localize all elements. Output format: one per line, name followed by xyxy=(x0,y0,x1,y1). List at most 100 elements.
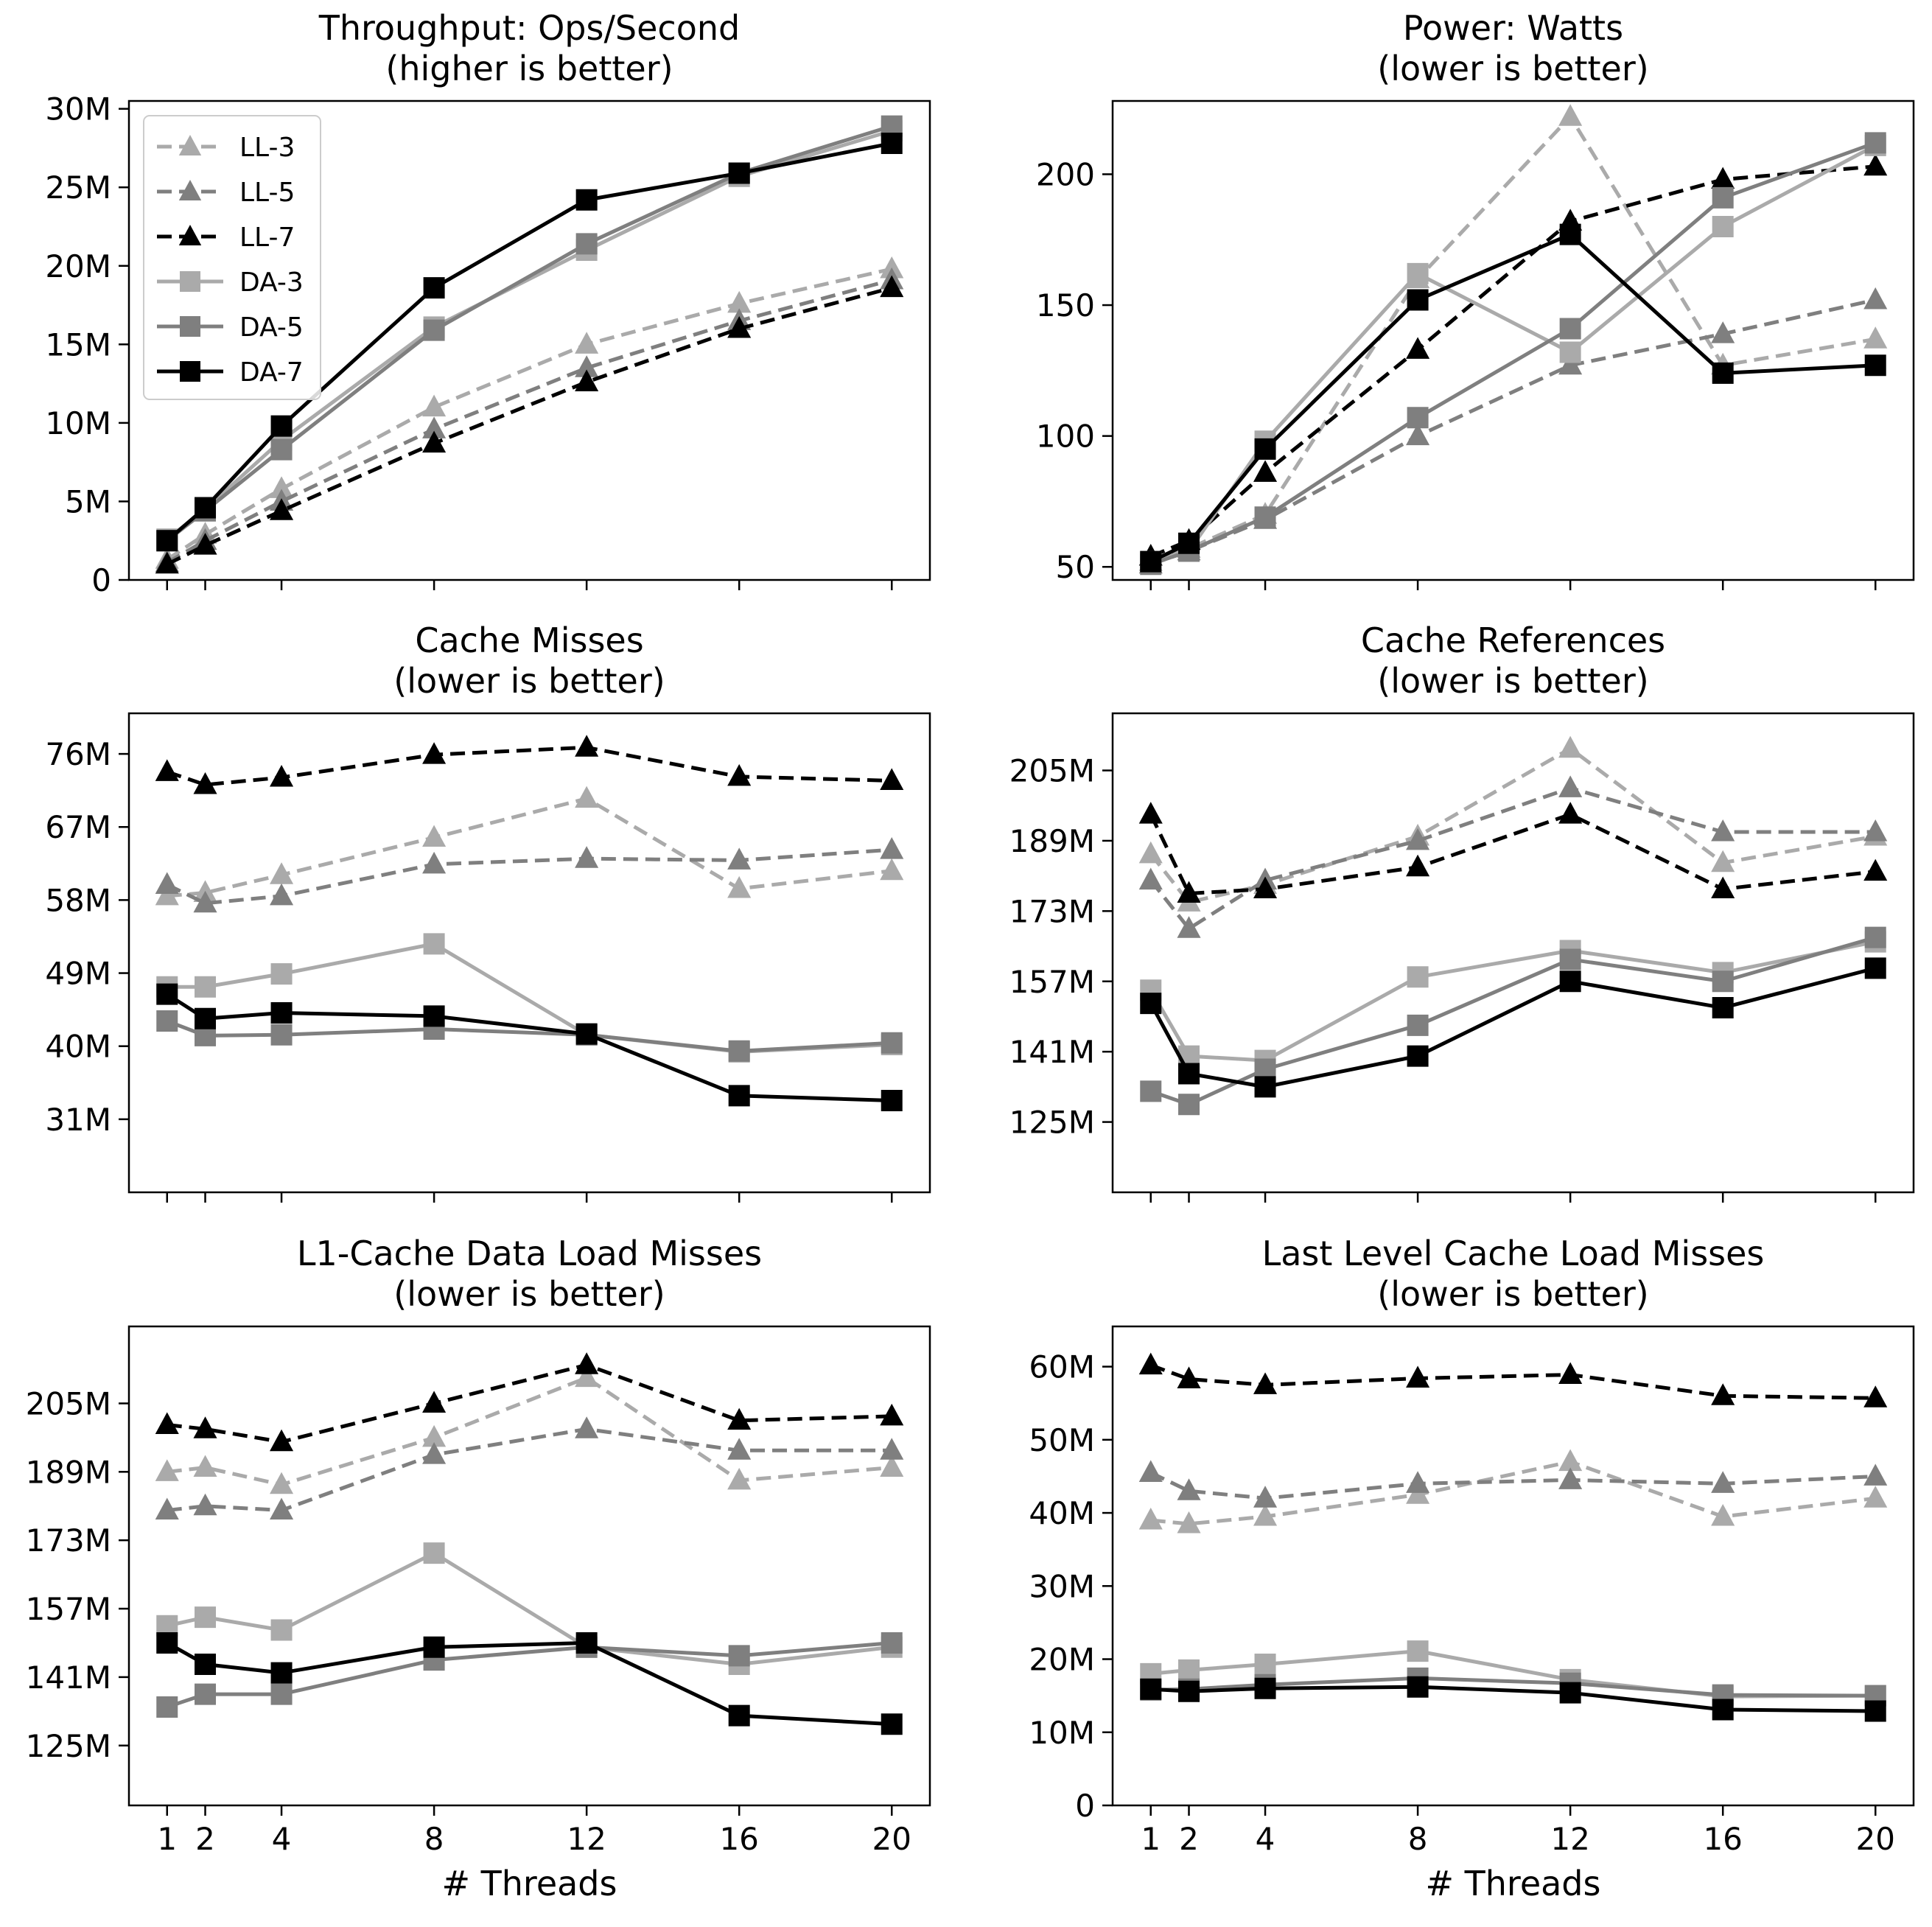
series-line-da-5 xyxy=(1149,141,1877,567)
x-tick-label: 20 xyxy=(872,1821,911,1857)
data-point-ll-7 xyxy=(1711,1383,1735,1405)
x-tick-label: 16 xyxy=(719,1821,758,1857)
y-tick-label: 5M xyxy=(65,483,111,520)
data-point-da-7 xyxy=(728,162,750,184)
data-point-ll-3 xyxy=(1406,1482,1430,1504)
y-tick-label: 67M xyxy=(45,809,111,845)
data-point-da-5 xyxy=(1407,407,1429,429)
data-point-ll-7 xyxy=(155,551,179,574)
series-line-ll-5 xyxy=(1149,1471,1876,1500)
plot-frame xyxy=(127,99,931,581)
data-point-ll-3 xyxy=(1863,1486,1888,1508)
data-point-ll-7 xyxy=(193,772,217,794)
data-point-da-7 xyxy=(881,1713,903,1735)
chart-subtitle: (lower is better) xyxy=(1377,1274,1648,1314)
data-point-ll-3 xyxy=(1138,841,1163,864)
data-point-ll-3 xyxy=(727,875,752,898)
chart-panel-throughput: Throughput: Ops/Second(higher is better)… xyxy=(45,8,931,598)
data-point-ll-7 xyxy=(880,1403,904,1426)
data-point-ll-3 xyxy=(880,1455,904,1477)
data-point-ll-7 xyxy=(193,1416,217,1438)
legend-label-da-5: DA-5 xyxy=(239,312,304,343)
x-tick-label: 1 xyxy=(157,1821,177,1857)
y-tick-label: 157M xyxy=(1009,964,1095,1000)
data-point-da-3 xyxy=(1712,215,1734,237)
legend-label-ll-7: LL-7 xyxy=(239,223,295,253)
series-line-ll-7 xyxy=(167,1363,892,1444)
data-point-ll-3 xyxy=(422,394,447,417)
data-point-ll-3 xyxy=(1558,735,1583,758)
chart-title: Last Level Cache Load Misses xyxy=(1262,1234,1765,1273)
legend-label-ll-5: LL-5 xyxy=(239,178,295,208)
plot-frame xyxy=(1111,1325,1915,1807)
data-point-ll-7 xyxy=(1253,876,1278,899)
data-point-ll-3 xyxy=(1863,326,1888,349)
series-line-da-3 xyxy=(167,1551,892,1666)
data-point-da-7 xyxy=(1712,362,1734,384)
chart-title: Cache References xyxy=(1361,620,1665,660)
x-tick-label: 8 xyxy=(1408,1821,1428,1857)
y-tick-label: 0 xyxy=(91,562,111,598)
data-point-da-5 xyxy=(270,438,293,461)
data-point-ll-7 xyxy=(1863,858,1888,881)
data-point-da-5 xyxy=(1712,186,1734,209)
x-tick-label: 2 xyxy=(195,1821,215,1857)
chart-subtitle: (lower is better) xyxy=(1377,49,1648,88)
data-point-da-7 xyxy=(1864,957,1886,979)
chart-title: Cache Misses xyxy=(415,620,643,660)
data-point-ll-7 xyxy=(155,1412,179,1434)
series-line-ll-5 xyxy=(1149,786,1876,931)
plot-frame xyxy=(127,712,931,1194)
plot-frame xyxy=(1111,712,1915,1194)
data-point-da-7 xyxy=(1140,993,1162,1015)
y-tick-label: 205M xyxy=(26,1385,111,1421)
x-tick-label: 8 xyxy=(424,1821,444,1857)
data-point-ll-5 xyxy=(1558,1467,1583,1489)
data-point-da-7 xyxy=(1559,223,1581,245)
data-point-da-7 xyxy=(156,530,178,552)
y-tick-label: 15M xyxy=(45,326,111,363)
data-point-da-5 xyxy=(1712,971,1734,993)
plot-frame xyxy=(1111,99,1915,581)
data-point-ll-7 xyxy=(1406,1365,1430,1388)
data-point-ll-7 xyxy=(422,430,447,453)
data-point-da-7 xyxy=(728,1085,750,1107)
data-point-da-3 xyxy=(195,1606,217,1629)
x-axis-label: # Threads xyxy=(442,1864,617,1903)
data-point-ll-3 xyxy=(1138,1507,1163,1530)
data-point-ll-5 xyxy=(422,1442,447,1464)
data-point-da-7 xyxy=(881,1090,903,1112)
data-point-ll-5 xyxy=(1863,819,1888,842)
data-point-da-5 xyxy=(728,1645,750,1667)
data-point-ll-5 xyxy=(727,1438,752,1460)
data-point-ll-5 xyxy=(727,847,752,870)
data-point-ll-5 xyxy=(1863,1463,1888,1486)
series-line-da-3 xyxy=(1149,940,1876,1063)
data-point-ll-5 xyxy=(422,851,447,874)
y-tick-label: 76M xyxy=(45,736,111,772)
data-point-ll-7 xyxy=(880,768,904,790)
y-tick-label: 0 xyxy=(1075,1788,1095,1824)
x-tick-label: 16 xyxy=(1703,1821,1742,1857)
data-point-da-3 xyxy=(1559,341,1581,363)
data-point-ll-7 xyxy=(1406,854,1430,877)
data-point-da-5 xyxy=(270,1683,293,1705)
chart-title: Power: Watts xyxy=(1403,8,1623,48)
y-tick-label: 189M xyxy=(26,1454,111,1490)
data-point-ll-7 xyxy=(422,1391,447,1413)
y-tick-label: 25M xyxy=(45,169,111,206)
data-point-da-5 xyxy=(1559,318,1581,340)
data-point-da-5 xyxy=(156,1696,178,1718)
data-point-ll-3 xyxy=(1177,1511,1201,1533)
x-tick-label: 12 xyxy=(567,1821,606,1857)
y-tick-label: 150 xyxy=(1036,287,1095,324)
y-tick-label: 200 xyxy=(1036,156,1095,192)
data-point-ll-7 xyxy=(575,369,599,391)
y-tick-label: 125M xyxy=(1009,1105,1095,1141)
y-tick-label: 141M xyxy=(26,1660,111,1696)
data-point-da-7 xyxy=(1712,1699,1734,1721)
data-point-da-7 xyxy=(195,1007,217,1029)
data-point-ll-3 xyxy=(1558,104,1583,126)
x-tick-label: 4 xyxy=(272,1821,292,1857)
